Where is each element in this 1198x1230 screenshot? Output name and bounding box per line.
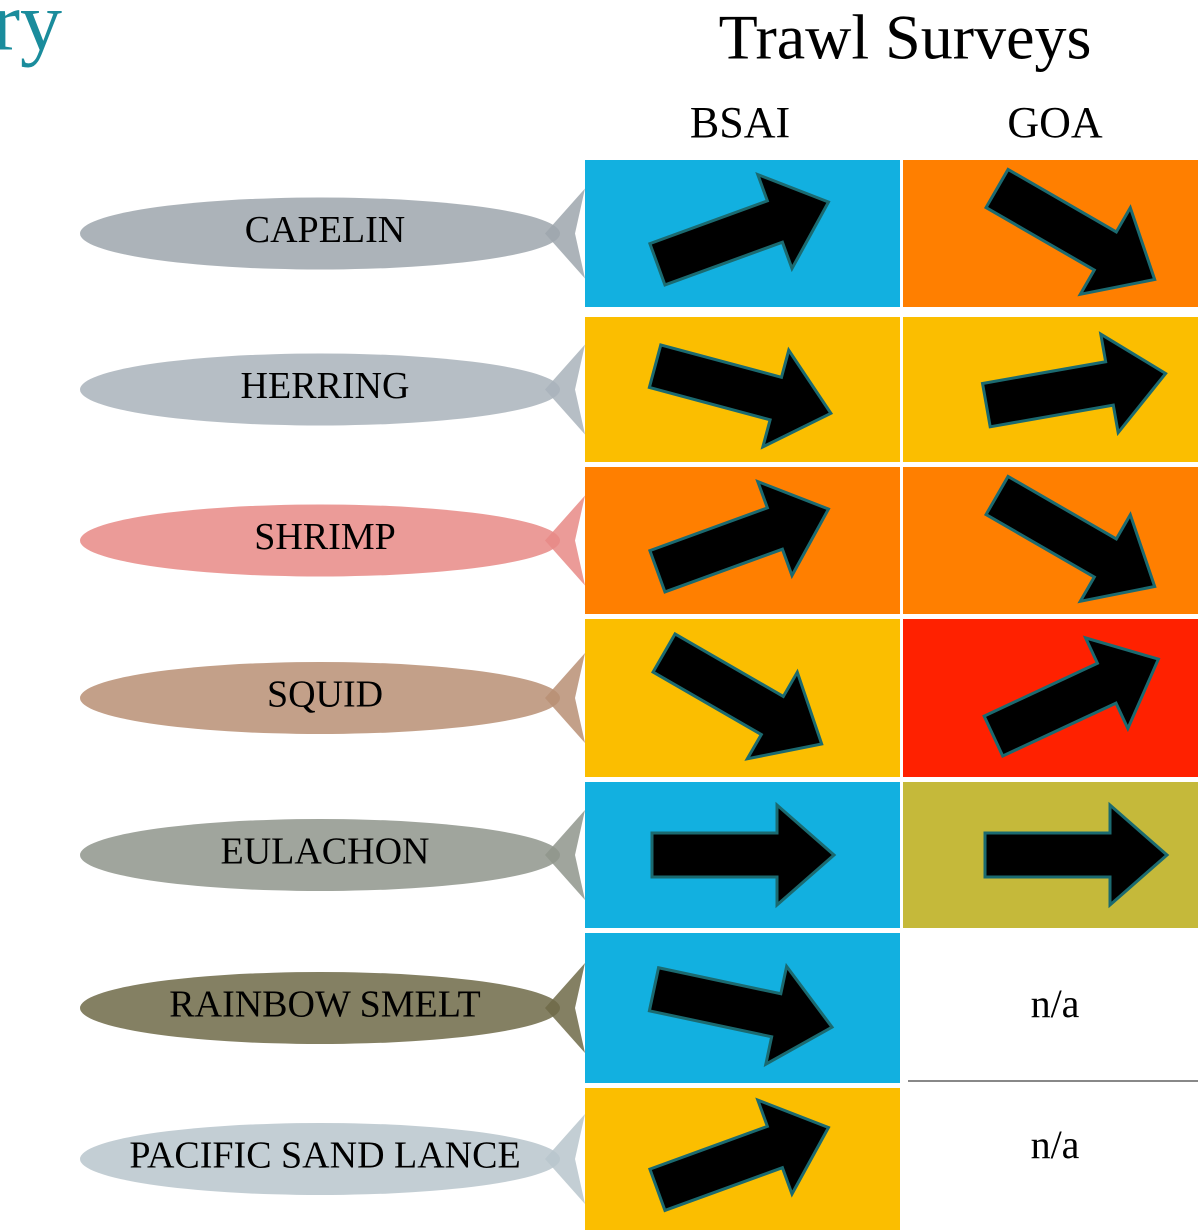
species-tail [545, 1114, 585, 1204]
species-label: HERRING [241, 365, 410, 407]
arrow-shape [982, 635, 1161, 758]
species-illustration [80, 353, 560, 426]
trend-arrow [982, 635, 1161, 758]
arrow-shape [984, 167, 1157, 297]
trend-arrow [647, 478, 831, 594]
arrow-shape [647, 1097, 831, 1213]
table-title: Trawl Surveys [719, 2, 1092, 73]
arrow-shape [647, 171, 831, 287]
species-tail [545, 344, 585, 435]
trend-arrow [647, 171, 831, 287]
trend-arrow [647, 962, 835, 1068]
species-illustration [80, 197, 560, 270]
arrow-shape [650, 801, 837, 909]
arrow-shape [983, 801, 1170, 909]
species-illustration [80, 972, 560, 1044]
trend-arrow [984, 167, 1157, 297]
arrow-shape [980, 331, 1168, 437]
species-label: EULACHON [221, 831, 430, 873]
species-tail [545, 495, 585, 586]
arrow-shape [647, 478, 831, 594]
column-header: GOA [1007, 98, 1103, 147]
trend-arrow [980, 331, 1168, 437]
species-illustration [80, 504, 560, 577]
arrow-shape [984, 474, 1157, 604]
trend-arrow [984, 474, 1157, 604]
species-illustration [80, 662, 560, 734]
species-label: SHRIMP [254, 516, 396, 558]
species-label: RAINBOW SMELT [169, 984, 480, 1026]
trend-arrow [983, 801, 1170, 909]
trend-arrow [651, 631, 824, 761]
title-fragment: ry [0, 0, 62, 68]
goa-na: n/a [1031, 981, 1080, 1026]
species-tail [545, 810, 585, 900]
arrow-shape [647, 343, 834, 450]
trend-arrow [650, 801, 837, 909]
column-header: BSAI [690, 98, 790, 147]
arrow-shape [647, 962, 835, 1068]
species-tail [545, 188, 585, 279]
species-label: CAPELIN [245, 209, 405, 251]
species-tail [545, 653, 585, 743]
arrow-shape [651, 631, 824, 761]
species-illustration [80, 1123, 560, 1195]
species-tail [545, 963, 585, 1053]
trend-arrow [647, 343, 834, 450]
trend-arrow [647, 1097, 831, 1213]
species-label: SQUID [267, 674, 383, 716]
goa-na: n/a [1031, 1122, 1080, 1167]
species-illustration [80, 819, 560, 891]
species-label: PACIFIC SAND LANCE [129, 1135, 520, 1177]
